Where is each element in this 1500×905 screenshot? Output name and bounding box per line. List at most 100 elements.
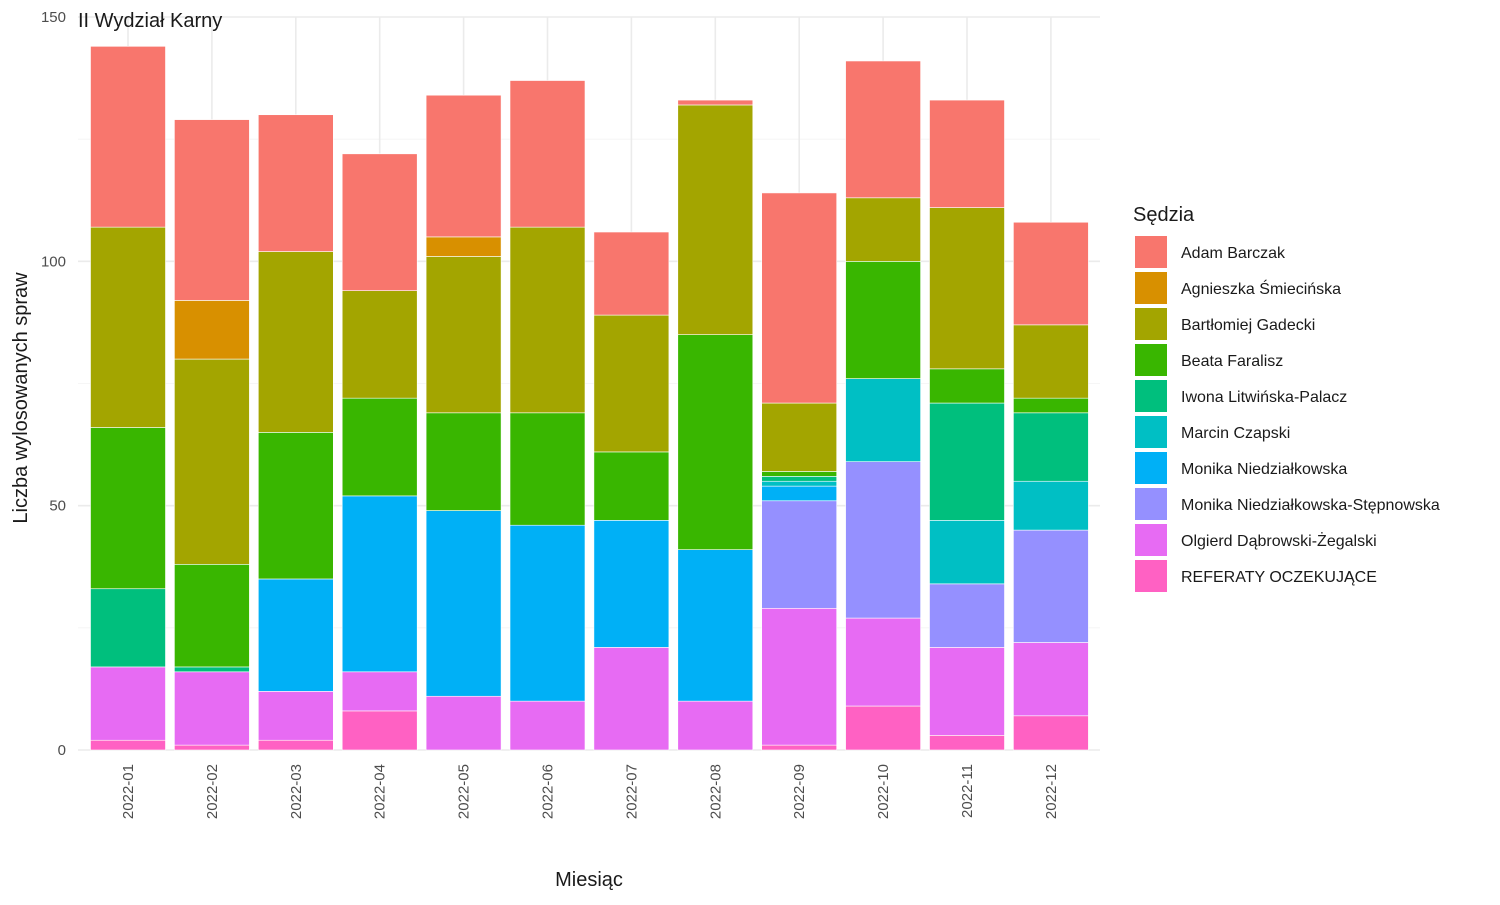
bar-segment	[593, 314, 670, 453]
legend: Sędzia Adam Barczak Agnieszka Śmiecińska B…	[1133, 204, 1440, 592]
bar-segment	[929, 99, 1005, 208]
bar-segment	[929, 207, 1005, 370]
bar-segment	[761, 471, 838, 477]
bar-segment	[1013, 529, 1089, 643]
x-axis-title: Miesiąc	[555, 869, 623, 891]
x-tick-label: 2022-12	[1043, 764, 1060, 819]
legend-swatch	[1135, 272, 1167, 304]
bars-layer	[90, 46, 1089, 751]
bar-segment	[845, 461, 921, 619]
legend-label: Bartłomiej Gadecki	[1181, 317, 1315, 334]
bar-segment	[929, 647, 1005, 736]
y-tick-label: 150	[41, 9, 66, 26]
y-tick-label: 100	[41, 253, 66, 270]
bar-segment	[425, 695, 502, 751]
bar-segment	[761, 607, 838, 746]
bar-segment	[90, 226, 166, 428]
x-tick-label: 2022-08	[707, 764, 724, 819]
bar-segment	[425, 256, 502, 414]
bar-segment	[174, 666, 250, 673]
y-axis-title: Liczba wylosowanych spraw	[10, 272, 32, 524]
legend-swatch	[1135, 308, 1167, 340]
bar-segment	[677, 99, 754, 106]
bar-segment	[174, 564, 250, 668]
bar-segment	[1013, 397, 1089, 414]
legend-label: Olgierd Dąbrowski-Żegalski	[1181, 531, 1377, 550]
bar-segment	[257, 578, 334, 692]
bar-segment	[257, 251, 334, 433]
bar-segment	[509, 226, 586, 414]
bar-segment	[593, 520, 670, 648]
bar-segment	[90, 588, 166, 668]
legend-swatch	[1135, 380, 1167, 412]
legend-label: REFERATY OCZEKUJĄCE	[1181, 569, 1377, 586]
bar-segment	[677, 700, 754, 751]
bar-segment	[509, 412, 586, 526]
x-tick-label: 2022-10	[875, 764, 892, 819]
bar-segment	[341, 153, 418, 291]
x-tick-label: 2022-11	[959, 764, 976, 818]
x-tick-label: 2022-03	[288, 764, 305, 819]
bar-segment	[425, 94, 502, 238]
bar-segment	[929, 520, 1005, 585]
y-tick-label: 0	[58, 742, 66, 759]
x-tick-label: 2022-02	[204, 764, 221, 819]
bar-segment	[929, 402, 1005, 521]
bar-segment	[425, 236, 502, 257]
legend-title: Sędzia	[1133, 204, 1195, 226]
legend-swatch	[1135, 488, 1167, 520]
bar-segment	[593, 647, 670, 751]
bar-segment	[509, 80, 586, 228]
legend-swatch	[1135, 416, 1167, 448]
x-tick-label: 2022-06	[540, 764, 557, 819]
bar-segment	[90, 739, 166, 751]
bar-segment	[845, 617, 921, 707]
bar-segment	[845, 378, 921, 462]
bar-segment	[257, 114, 334, 252]
bar-segment	[593, 451, 670, 521]
legend-swatch	[1135, 344, 1167, 376]
bar-segment	[341, 290, 418, 399]
bar-segment	[257, 739, 334, 751]
bar-segment	[677, 334, 754, 550]
legend-label: Iwona Litwińska-Palacz	[1181, 389, 1347, 406]
legend-swatch	[1135, 452, 1167, 484]
bar-segment	[257, 691, 334, 741]
bar-segment	[1013, 715, 1089, 751]
legend-label: Marcin Czapski	[1181, 425, 1290, 442]
bar-segment	[845, 197, 921, 262]
bar-segment	[761, 744, 838, 751]
bar-segment	[509, 524, 586, 702]
bar-segment	[174, 358, 250, 565]
bar-segment	[90, 666, 166, 741]
bar-segment	[593, 231, 670, 316]
bar-segment	[174, 744, 250, 751]
legend-label: Agnieszka Śmiecińska	[1181, 279, 1341, 298]
bar-segment	[761, 192, 838, 404]
x-tick-label: 2022-01	[120, 764, 137, 819]
bar-segment	[1013, 480, 1089, 531]
chart-title: II Wydział Karny	[78, 10, 222, 32]
bar-segment	[341, 671, 418, 712]
bar-segment	[257, 432, 334, 580]
axes-layer: 0 50 100 150 2022-01 2022-02 2022-03 2022-04 202…	[41, 9, 1060, 819]
bar-segment	[341, 495, 418, 673]
legend-swatch	[1135, 236, 1167, 268]
bar-segment	[1013, 221, 1089, 326]
bar-segment	[677, 549, 754, 702]
bar-segment	[761, 500, 838, 609]
legend-swatch	[1135, 524, 1167, 556]
x-tick-label: 2022-04	[372, 764, 389, 819]
legend-label: Monika Niedziałkowska-Stępnowska	[1181, 497, 1440, 514]
bar-segment	[90, 427, 166, 590]
bar-segment	[174, 300, 250, 360]
bar-segment	[509, 700, 586, 751]
bar-segment	[90, 46, 166, 228]
legend-swatch	[1135, 560, 1167, 592]
bar-segment	[845, 261, 921, 379]
bar-segment	[1013, 324, 1089, 399]
x-tick-label: 2022-07	[623, 764, 640, 819]
bar-segment	[174, 671, 250, 746]
